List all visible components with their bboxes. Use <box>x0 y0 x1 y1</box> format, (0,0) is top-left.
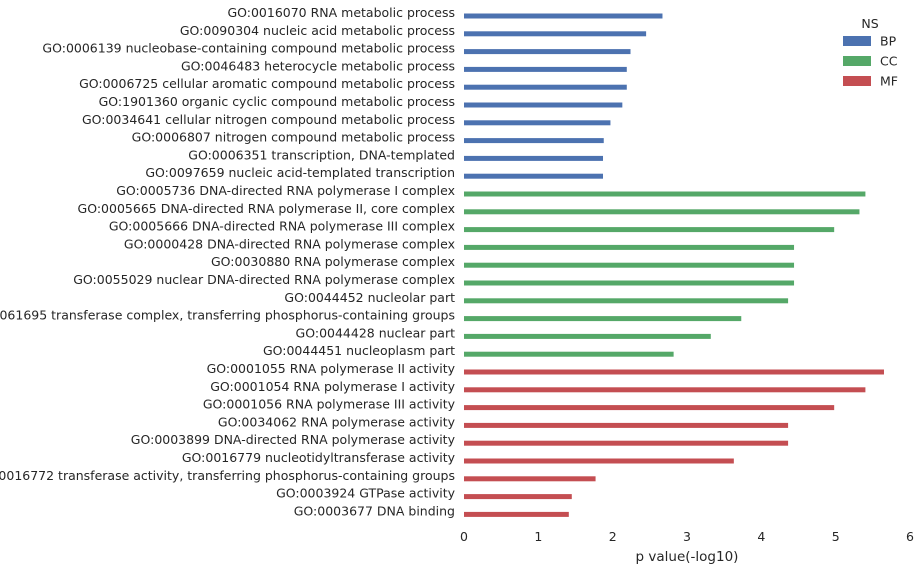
x-tick-label: 3 <box>683 529 691 544</box>
legend: NS BP CC MF <box>843 16 898 89</box>
category-label: GO:0001054 RNA polymerase I activity <box>210 379 455 394</box>
bar-cc <box>464 262 795 268</box>
category-label: GO:0006139 nucleobase-containing compoun… <box>42 41 455 56</box>
category-label: GO:0090304 nucleic acid metabolic proces… <box>180 23 455 38</box>
category-label: GO:0044428 nuclear part <box>296 325 456 340</box>
bars-group <box>464 13 884 517</box>
legend-label-bp: BP <box>880 34 897 49</box>
bar-cc <box>464 227 835 233</box>
category-label: GO:0005666 DNA-directed RNA polymerase I… <box>109 219 455 234</box>
x-tick-label: 2 <box>609 529 617 544</box>
x-axis-title: p value(-log10) <box>636 549 739 565</box>
legend-label-cc: CC <box>880 54 898 69</box>
bar-mf <box>464 422 789 428</box>
legend-entries: BP CC MF <box>843 34 898 89</box>
category-label: GO:0005736 DNA-directed RNA polymerase I… <box>116 183 455 198</box>
bar-bp <box>464 49 631 55</box>
category-label: GO:0016070 RNA metabolic process <box>227 5 455 20</box>
category-label: GO:0034062 RNA polymerase activity <box>218 414 456 429</box>
category-label: GO:0003899 DNA-directed RNA polymerase a… <box>131 432 456 447</box>
category-label: GO:0006807 nitrogen compound metabolic p… <box>132 130 455 145</box>
category-label: GO:0003677 DNA binding <box>294 503 455 518</box>
bar-cc <box>464 298 789 304</box>
legend-swatch-cc <box>843 56 871 66</box>
category-label: GO:1901360 organic cyclic compound metab… <box>99 94 455 109</box>
x-tick-label: 4 <box>757 529 765 544</box>
legend-title: NS <box>861 16 878 31</box>
category-label: GO:0001055 RNA polymerase II activity <box>207 361 456 376</box>
category-label: GO:0044452 nucleolar part <box>284 290 455 305</box>
bar-cc <box>464 351 674 357</box>
category-label: GO:0006351 transcription, DNA-templated <box>188 147 455 162</box>
bar-bp <box>464 13 663 19</box>
category-label: GO:0016779 nucleotidyltransferase activi… <box>182 450 456 465</box>
bar-mf <box>464 511 569 517</box>
category-label: GO:0001056 RNA polymerase III activity <box>203 397 456 412</box>
bar-mf <box>464 387 866 393</box>
bar-bp <box>464 84 627 90</box>
legend-swatch-bp <box>843 36 871 46</box>
category-label: GO:0030880 RNA polymerase complex <box>211 254 455 269</box>
bar-bp <box>464 120 611 126</box>
category-label: GO:0006725 cellular aromatic compound me… <box>79 76 455 91</box>
bar-bp <box>464 173 604 179</box>
legend-swatch-mf <box>843 76 871 86</box>
category-label: GO:0044451 nucleoplasm part <box>263 343 455 358</box>
bar-mf <box>464 458 734 464</box>
bar-mf <box>464 369 884 375</box>
bar-cc <box>464 191 866 197</box>
x-tick-label: 6 <box>906 529 914 544</box>
category-label: GO:0097659 nucleic acid-templated transc… <box>145 165 455 180</box>
category-label: GO:0003924 GTPase activity <box>276 486 456 501</box>
bar-cc <box>464 209 860 215</box>
bar-mf <box>464 476 596 482</box>
bar-cc <box>464 280 795 286</box>
bar-cc <box>464 316 742 322</box>
bar-bp <box>464 102 623 108</box>
bar-cc <box>464 333 711 339</box>
bar-mf <box>464 405 835 411</box>
category-labels-group: GO:0016070 RNA metabolic process GO:00903… <box>0 5 456 518</box>
x-tick-labels-group: 0 1 2 3 4 5 6 <box>460 529 914 544</box>
category-label: GO:0055029 nuclear DNA-directed RNA poly… <box>73 272 455 287</box>
bar-mf <box>464 440 789 446</box>
category-label: GO:0061695 transferase complex, transfer… <box>0 308 455 323</box>
bar-bp <box>464 31 647 37</box>
bar-bp <box>464 155 604 161</box>
bar-cc <box>464 244 795 250</box>
category-label: GO:0000428 DNA-directed RNA polymerase c… <box>124 236 455 251</box>
bar-bp <box>464 138 604 144</box>
x-tick-label: 1 <box>534 529 542 544</box>
category-label: GO:0046483 heterocycle metabolic process <box>181 58 455 73</box>
x-tick-label: 5 <box>832 529 840 544</box>
bar-bp <box>464 66 627 72</box>
category-label: GO:0005665 DNA-directed RNA polymerase I… <box>78 201 455 216</box>
category-label: GO:0034641 cellular nitrogen compound me… <box>82 112 455 127</box>
category-label: GO:0016772 transferase activity, transfe… <box>0 468 455 483</box>
bar-mf <box>464 494 572 500</box>
legend-label-mf: MF <box>880 74 898 89</box>
x-tick-label: 0 <box>460 529 468 544</box>
